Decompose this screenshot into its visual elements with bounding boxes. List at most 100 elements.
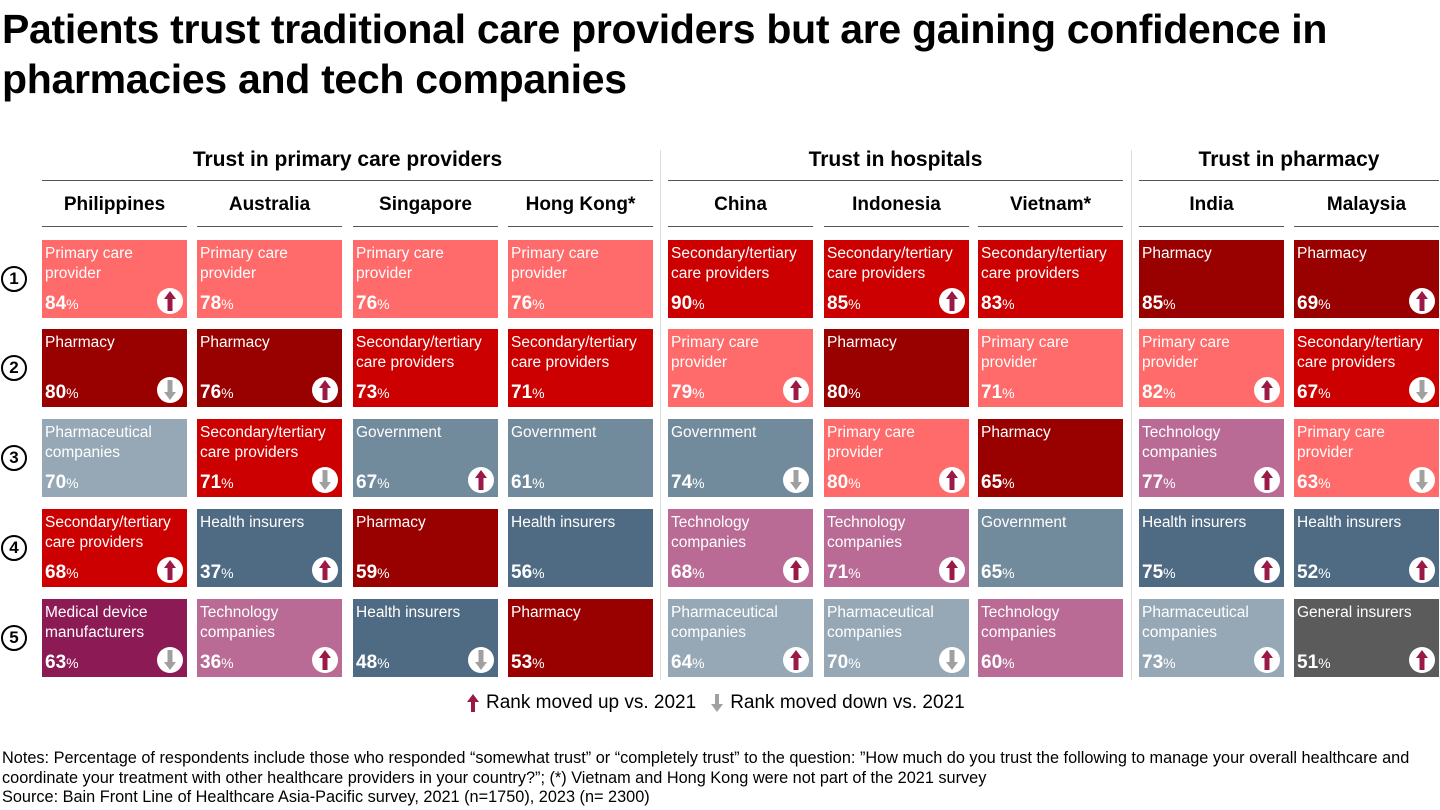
table-cell: Health insurers 75% — [1139, 509, 1284, 587]
table-cell: Primary care provider 78% — [197, 240, 342, 318]
arrow-up-icon — [783, 647, 809, 673]
cell-label: Government — [671, 424, 757, 441]
table-cell: Pharmacy 53% — [508, 599, 653, 677]
country-header: Hong Kong* — [508, 194, 653, 227]
arrow-up-icon — [783, 377, 809, 403]
cell-value: 61% — [511, 472, 545, 493]
table-cell: Government 61% — [508, 419, 653, 497]
table-cell: Primary care provider 80% — [824, 419, 969, 497]
cell-label: Primary care provider — [981, 334, 1069, 371]
cell-value: 90% — [671, 293, 705, 314]
cell-label: Pharmacy — [827, 334, 897, 351]
cell-label: Primary care provider — [356, 245, 444, 282]
country-header: Vietnam* — [978, 194, 1123, 227]
arrow-up-icon — [157, 557, 183, 583]
cell-label: Primary care provider — [1297, 424, 1385, 461]
notes: Notes: Percentage of respondents include… — [2, 749, 1438, 808]
cell-value: 76% — [200, 382, 234, 403]
group-divider — [660, 150, 661, 680]
cell-label: Secondary/tertiary care providers — [45, 514, 171, 551]
arrow-up-icon — [783, 557, 809, 583]
table-cell: Primary care provider 71% — [978, 329, 1123, 407]
table-cell: Secondary/tertiary care providers 85% — [824, 240, 969, 318]
cell-value: 78% — [200, 293, 234, 314]
table-cell: Primary care provider 63% — [1294, 419, 1439, 497]
cell-value: 48% — [356, 652, 390, 673]
table-cell: Health insurers 48% — [353, 599, 498, 677]
arrow-up-icon — [468, 467, 494, 493]
cell-value: 71% — [200, 472, 234, 493]
table-cell: Medical device manufacturers 63% — [42, 599, 187, 677]
notes-text: Notes: Percentage of respondents include… — [2, 749, 1410, 787]
table-cell: Pharmaceutical companies 70% — [824, 599, 969, 677]
country-header: Indonesia — [824, 194, 969, 227]
legend-up-label: Rank moved up vs. 2021 — [486, 692, 697, 713]
cell-value: 71% — [827, 562, 861, 583]
cell-value: 63% — [45, 652, 79, 673]
cell-value: 53% — [511, 652, 545, 673]
cell-label: Primary care provider — [511, 245, 599, 282]
cell-label: Health insurers — [1142, 514, 1247, 531]
cell-value: 68% — [45, 562, 79, 583]
country-header: Philippines — [42, 194, 187, 227]
cell-label: Pharmacy — [45, 334, 115, 351]
rank-2: 2 — [1, 355, 27, 381]
arrow-down-icon — [1409, 377, 1435, 403]
cell-label: Health insurers — [356, 604, 461, 621]
cell-label: Medical device manufacturers — [45, 604, 148, 641]
cell-label: Technology companies — [671, 514, 750, 551]
country-header: Australia — [197, 194, 342, 227]
cell-value: 73% — [356, 382, 390, 403]
table-cell: Pharmacy 59% — [353, 509, 498, 587]
cell-label: Primary care provider — [200, 245, 288, 282]
cell-label: Health insurers — [511, 514, 616, 531]
legend-down: Rank moved down vs. 2021 — [710, 692, 965, 714]
arrow-up-icon — [939, 288, 965, 314]
cell-value: 85% — [827, 293, 861, 314]
cell-value: 37% — [200, 562, 234, 583]
cell-value: 82% — [1142, 382, 1176, 403]
arrow-down-icon — [312, 467, 338, 493]
cell-label: Primary care provider — [1142, 334, 1230, 371]
cell-value: 80% — [827, 382, 861, 403]
arrow-up-icon — [312, 557, 338, 583]
table-cell: Pharmaceutical companies 64% — [668, 599, 813, 677]
cell-value: 52% — [1297, 562, 1331, 583]
table-cell: Technology companies 77% — [1139, 419, 1284, 497]
table-cell: Health insurers 37% — [197, 509, 342, 587]
table-cell: General insurers 51% — [1294, 599, 1439, 677]
table-cell: Primary care provider 76% — [508, 240, 653, 318]
arrow-up-icon — [1254, 647, 1280, 673]
cell-value: 83% — [981, 293, 1015, 314]
table-cell: Secondary/tertiary care providers 71% — [197, 419, 342, 497]
cell-label: Health insurers — [200, 514, 305, 531]
arrow-up-icon — [312, 647, 338, 673]
arrow-up-icon — [1254, 467, 1280, 493]
cell-label: Secondary/tertiary care providers — [511, 334, 637, 371]
cell-label: Pharmacy — [1142, 245, 1212, 262]
cell-value: 71% — [511, 382, 545, 403]
rank-5: 5 — [1, 625, 27, 651]
legend-up: Rank moved up vs. 2021 — [466, 692, 696, 714]
table-cell: Pharmaceutical companies 73% — [1139, 599, 1284, 677]
cell-label: Pharmacy — [200, 334, 270, 351]
rank-3: 3 — [1, 445, 27, 471]
cell-label: Health insurers — [1297, 514, 1402, 531]
cell-value: 77% — [1142, 472, 1176, 493]
legend-down-label: Rank moved down vs. 2021 — [730, 692, 965, 713]
country-header: China — [668, 194, 813, 227]
arrow-down-icon — [468, 647, 494, 673]
cell-value: 84% — [45, 293, 79, 314]
cell-label: Secondary/tertiary care providers — [671, 245, 797, 282]
cell-label: Secondary/tertiary care providers — [356, 334, 482, 371]
table-cell: Secondary/tertiary care providers 83% — [978, 240, 1123, 318]
cell-label: General insurers — [1297, 604, 1412, 621]
cell-value: 36% — [200, 652, 234, 673]
arrow-down-icon — [783, 467, 809, 493]
cell-value: 59% — [356, 562, 390, 583]
table-cell: Technology companies 60% — [978, 599, 1123, 677]
table-cell: Technology companies 68% — [668, 509, 813, 587]
cell-label: Pharmacy — [356, 514, 426, 531]
table-cell: Pharmacy 85% — [1139, 240, 1284, 318]
table-cell: Secondary/tertiary care providers 67% — [1294, 329, 1439, 407]
